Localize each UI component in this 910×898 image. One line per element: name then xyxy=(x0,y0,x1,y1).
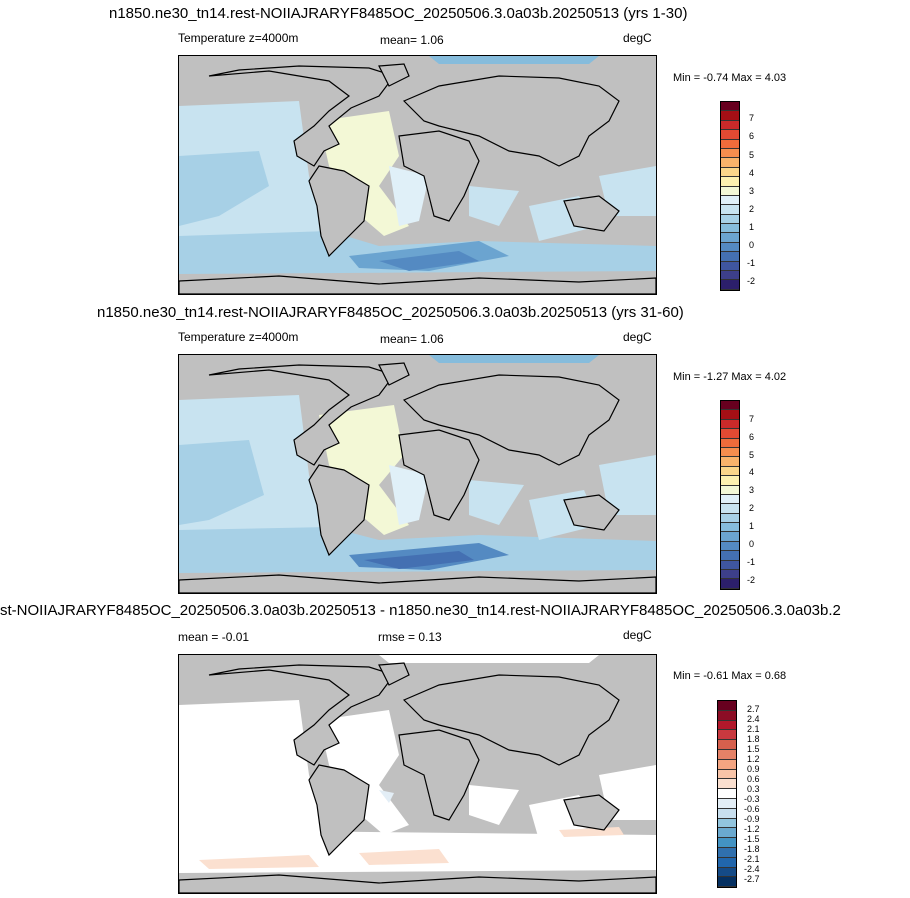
panel1-mean-label: mean= 1.06 xyxy=(380,33,444,47)
cb2-label: 6 xyxy=(749,432,755,442)
panel2-map xyxy=(178,354,657,594)
cb1-label: 4 xyxy=(749,168,755,178)
panel3-minmax: Min = -0.61 Max = 0.68 xyxy=(673,670,787,682)
panel3-units: degC xyxy=(623,628,652,642)
cb1-label: 1 xyxy=(749,222,755,232)
panel3-title: st-NOIIAJRARYF8485OC_20250506.3.0a03b.20… xyxy=(0,602,841,619)
panel1-units: degC xyxy=(623,31,652,45)
cb2-label: 2 xyxy=(749,503,755,513)
cb2-label: 3 xyxy=(749,485,755,495)
panel2-units: degC xyxy=(623,330,652,344)
panel2-mean-label: mean= 1.06 xyxy=(380,332,444,346)
cb3-label: 1.5 xyxy=(747,744,760,754)
cb2-label: -2 xyxy=(747,575,756,585)
cb1-label: -2 xyxy=(747,276,756,286)
cb3-label: 0.3 xyxy=(747,784,760,794)
panel1-colorbar xyxy=(720,101,740,291)
cb3-label: -2.4 xyxy=(744,864,760,874)
cb1-label: 2 xyxy=(749,204,755,214)
cb3-label: 2.4 xyxy=(747,714,760,724)
cb3-label: -0.6 xyxy=(744,804,760,814)
panel2-colorbar xyxy=(720,400,740,590)
cb3-label: -0.3 xyxy=(744,794,760,804)
cb2-label: 0 xyxy=(749,539,755,549)
cb1-label: 0 xyxy=(749,240,755,250)
panel1-minmax: Min = -0.74 Max = 4.03 xyxy=(673,72,787,84)
cb3-label: 1.8 xyxy=(747,734,760,744)
cb3-label: -1.2 xyxy=(744,824,760,834)
panel1-variable-label: Temperature z=4000m xyxy=(178,31,299,45)
cb1-label: 7 xyxy=(749,113,755,123)
cb3-label: -2.1 xyxy=(744,854,760,864)
cb2-label: 4 xyxy=(749,467,755,477)
panel2-variable-label: Temperature z=4000m xyxy=(178,330,299,344)
cb3-label: 1.2 xyxy=(747,754,760,764)
cb3-label: -0.9 xyxy=(744,814,760,824)
cb3-label: -2.7 xyxy=(744,874,760,884)
cb1-label: 5 xyxy=(749,150,755,160)
cb3-label: 0.6 xyxy=(747,774,760,784)
cb3-label: 2.1 xyxy=(747,724,760,734)
cb3-label: -1.5 xyxy=(744,834,760,844)
cb1-label: -1 xyxy=(747,258,756,268)
cb1-label: 6 xyxy=(749,131,755,141)
panel3-mean-label: mean = -0.01 xyxy=(178,630,250,644)
cb2-label: 5 xyxy=(749,450,755,460)
cb3-label: -1.8 xyxy=(744,844,760,854)
panel2-minmax: Min = -1.27 Max = 4.02 xyxy=(673,371,787,383)
panel1-title: n1850.ne30_tn14.rest-NOIIAJRARYF8485OC_2… xyxy=(109,5,688,22)
cb2-label: -1 xyxy=(747,557,756,567)
panel3-colorbar xyxy=(717,700,737,888)
panel1-map xyxy=(178,55,657,295)
cb1-label: 3 xyxy=(749,186,755,196)
cb3-label: 2.7 xyxy=(747,704,760,714)
panel3-rmse-label: rmse = 0.13 xyxy=(378,630,442,644)
panel3-map xyxy=(178,654,657,894)
cb2-label: 7 xyxy=(749,414,755,424)
cb3-label: 0.9 xyxy=(747,764,760,774)
cb2-label: 1 xyxy=(749,521,755,531)
panel2-title: n1850.ne30_tn14.rest-NOIIAJRARYF8485OC_2… xyxy=(97,304,684,321)
